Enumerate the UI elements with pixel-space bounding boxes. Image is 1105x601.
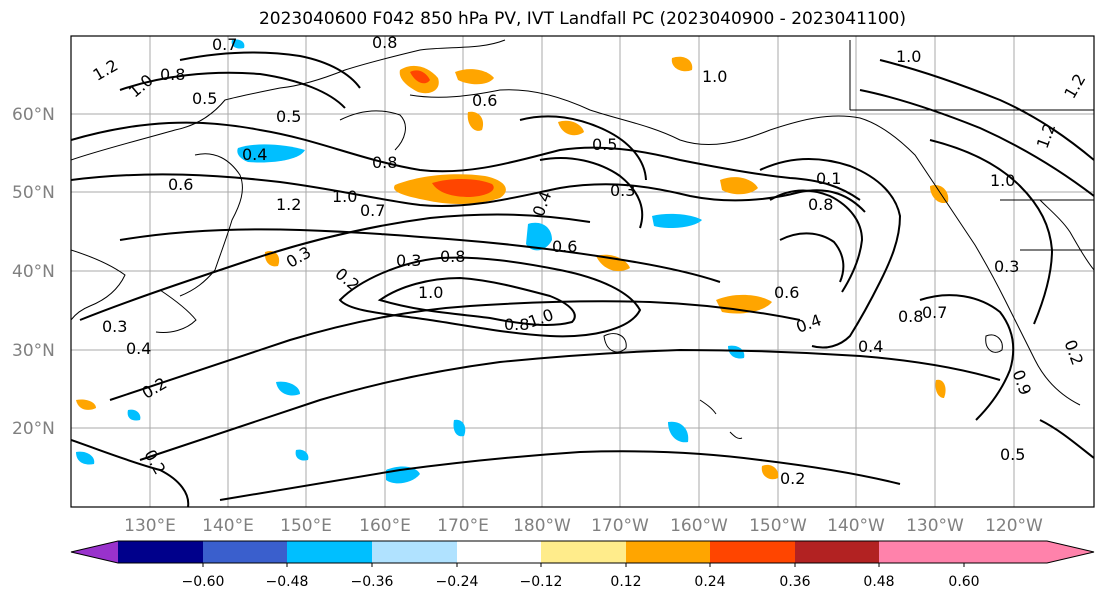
lon-label: 150°W bbox=[749, 516, 807, 536]
contour-label: 0.8 bbox=[440, 247, 465, 266]
colorbar-tick: 0.12 bbox=[610, 574, 641, 590]
lat-label: 30°N bbox=[12, 341, 55, 361]
lat-label: 40°N bbox=[12, 262, 55, 282]
contour-label: 1.0 bbox=[702, 67, 727, 86]
colorbar-high-extension bbox=[964, 541, 1094, 563]
pv-contours bbox=[71, 51, 1094, 507]
lon-label: 160°W bbox=[670, 516, 728, 536]
contour-label: 0.4 bbox=[242, 145, 267, 164]
colorbar-tick: 0.24 bbox=[694, 574, 725, 590]
lat-label: 20°N bbox=[12, 419, 55, 439]
contour-label: 0.3 bbox=[396, 251, 421, 270]
map-frame bbox=[70, 35, 1095, 508]
contour-label: 0.4 bbox=[126, 339, 151, 358]
colorbar-tick: −0.48 bbox=[266, 574, 309, 590]
lon-label: 130°W bbox=[906, 516, 964, 536]
colorbar-segment bbox=[118, 541, 203, 563]
contour-label: 0.3 bbox=[610, 181, 635, 200]
lon-label: 130°E bbox=[124, 516, 176, 536]
longitude-labels: 130°E 140°E 150°E 160°E 170°E 180°W 170°… bbox=[124, 516, 1043, 536]
contour-label: 0.6 bbox=[168, 175, 193, 194]
contour-label: 0.6 bbox=[472, 91, 497, 110]
contour-label: 0.7 bbox=[212, 35, 237, 54]
contour-label: 1.0 bbox=[332, 187, 357, 206]
colorbar-segment bbox=[203, 541, 287, 563]
contour-label: 0.6 bbox=[552, 237, 577, 256]
contour-label: 1.2 bbox=[276, 195, 301, 214]
contour-label: 0.5 bbox=[192, 89, 217, 108]
contour-label: 0.4 bbox=[858, 337, 883, 356]
contour-label: 0.5 bbox=[1000, 445, 1025, 464]
coastlines bbox=[71, 39, 1094, 439]
contour-label: 0.8 bbox=[372, 33, 397, 52]
colorbar-segment bbox=[710, 541, 795, 563]
contour-label: 1.0 bbox=[896, 47, 921, 66]
contour-label: 0.5 bbox=[276, 107, 301, 126]
colorbar-tick: −0.12 bbox=[520, 574, 563, 590]
contour-label: 0.8 bbox=[808, 195, 833, 214]
lon-label: 170°W bbox=[591, 516, 649, 536]
lat-label: 50°N bbox=[12, 183, 55, 203]
contour-label: 0.8 bbox=[504, 315, 529, 334]
graticule bbox=[71, 36, 1094, 507]
colorbar-segment bbox=[372, 541, 457, 563]
contour-label: 0.8 bbox=[372, 153, 397, 172]
lat-label: 60°N bbox=[12, 105, 55, 125]
contour-label: 1.0 bbox=[990, 171, 1015, 190]
lon-label: 120°W bbox=[985, 516, 1043, 536]
colorbar-tick: −0.36 bbox=[351, 574, 394, 590]
positive-shading bbox=[76, 56, 949, 480]
contour-label: 1.0 bbox=[418, 283, 443, 302]
colorbar-tick: 0.48 bbox=[863, 574, 894, 590]
latitude-labels: 60°N 50°N 40°N 30°N 20°N bbox=[12, 105, 55, 439]
contour-label: 0.8 bbox=[898, 307, 923, 326]
lon-label: 160°E bbox=[359, 516, 411, 536]
contour-label: 0.7 bbox=[922, 303, 947, 322]
colorbar: −0.60 −0.48 −0.36 −0.24 −0.12 0.12 0.24 … bbox=[70, 540, 1095, 590]
colorbar-segment bbox=[541, 541, 626, 563]
lon-label: 150°E bbox=[280, 516, 332, 536]
colorbar-tick: −0.24 bbox=[436, 574, 479, 590]
colorbar-segment bbox=[879, 541, 964, 563]
colorbar-segment bbox=[626, 541, 710, 563]
contour-label: 0.3 bbox=[102, 317, 127, 336]
contour-label: 0.8 bbox=[160, 65, 185, 84]
lon-label: 140°E bbox=[202, 516, 254, 536]
colorbar-tick: 0.60 bbox=[948, 574, 979, 590]
colorbar-segment bbox=[795, 541, 879, 563]
contour-label: 0.7 bbox=[360, 201, 385, 220]
colorbar-tick: 0.36 bbox=[779, 574, 810, 590]
contour-label: 0.3 bbox=[994, 257, 1019, 276]
negative-shading bbox=[76, 39, 745, 484]
contour-label: 0.5 bbox=[592, 135, 617, 154]
map-title: 2023040600 F042 850 hPa PV, IVT Landfall… bbox=[258, 9, 906, 29]
contour-label: 0.6 bbox=[774, 283, 799, 302]
colorbar-segment bbox=[287, 541, 372, 563]
lon-label: 180°W bbox=[513, 516, 571, 536]
colorbar-segment bbox=[457, 541, 541, 563]
colorbar-tick: −0.60 bbox=[182, 574, 225, 590]
colorbar-low-extension bbox=[71, 541, 118, 563]
contour-label: 0.1 bbox=[816, 169, 841, 188]
contour-label: 0.2 bbox=[780, 469, 805, 488]
lon-label: 170°E bbox=[437, 516, 489, 536]
lon-label: 140°W bbox=[827, 516, 885, 536]
